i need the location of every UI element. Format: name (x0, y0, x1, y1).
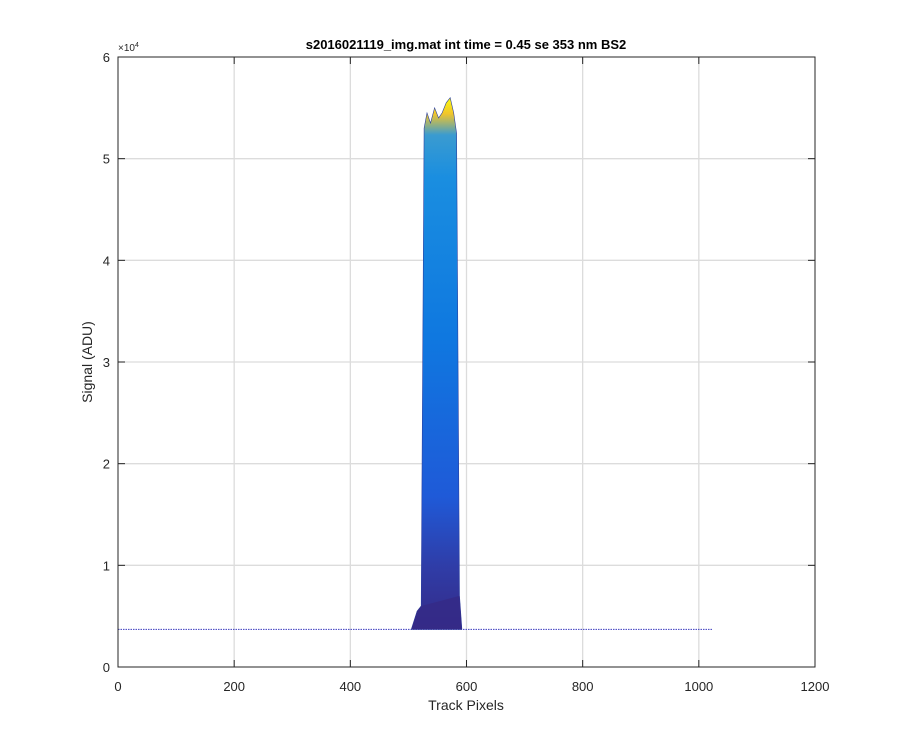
x-tick-label: 800 (572, 679, 594, 694)
signal-surface (410, 97, 463, 630)
y-tick-label: 1 (103, 558, 110, 573)
x-tick-label: 400 (339, 679, 361, 694)
y-exponent-power: 4 (135, 42, 139, 49)
x-tick-label: 1000 (684, 679, 713, 694)
y-tick-labels: 0 1 2 3 4 5 6 (103, 50, 110, 675)
y-tick-label: 3 (103, 355, 110, 370)
x-tick-label: 0 (114, 679, 121, 694)
x-tick-labels: 0 200 400 600 800 1000 1200 (114, 679, 829, 694)
y-exponent-base: ×10 (118, 43, 135, 54)
y-tick-label: 6 (103, 50, 110, 65)
y-axis-label: Signal (ADU) (79, 321, 95, 403)
y-tick-label: 4 (103, 253, 110, 268)
y-tick-label: 2 (103, 457, 110, 472)
x-tick-label: 1200 (801, 679, 830, 694)
chart-title: s2016021119_img.mat int time = 0.45 se 3… (306, 37, 627, 52)
tick-marks (117, 56, 816, 668)
x-tick-label: 200 (223, 679, 245, 694)
y-tick-label: 0 (103, 660, 110, 675)
signal-base-band (411, 595, 462, 630)
x-axis-label: Track Pixels (428, 697, 504, 713)
data-layer (118, 97, 713, 630)
grid-lines (118, 57, 815, 667)
y-exponent-label: ×104 (118, 42, 139, 54)
x-tick-label: 600 (456, 679, 478, 694)
y-tick-label: 5 (103, 152, 110, 167)
